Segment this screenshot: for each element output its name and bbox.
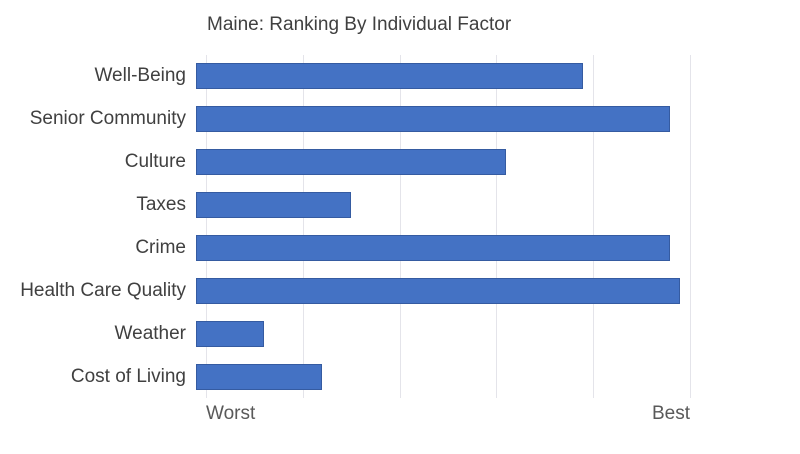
category-label: Crime	[135, 236, 186, 258]
bar-row-weather: Weather	[0, 312, 690, 355]
gridline	[399, 55, 401, 398]
plot-area: Well-Being Senior Community Culture Taxe…	[0, 55, 691, 398]
bar-row-senior-community: Senior Community	[0, 98, 690, 141]
bar-row-crime: Crime	[0, 227, 690, 270]
bar-track	[196, 141, 680, 184]
bar-row-culture: Culture	[0, 141, 690, 184]
bar-rows: Well-Being Senior Community Culture Taxe…	[0, 55, 690, 398]
gridline	[206, 55, 207, 398]
bar-culture	[196, 149, 506, 176]
category-label: Well-Being	[94, 65, 186, 87]
category-label: Senior Community	[29, 108, 186, 130]
x-axis: Worst Best	[206, 403, 690, 425]
bar-track	[196, 312, 680, 355]
gridlines	[206, 55, 691, 398]
bar-cost-of-living	[196, 363, 322, 390]
bar-track	[196, 269, 680, 312]
bar-track	[196, 227, 680, 270]
category-label: Culture	[124, 151, 186, 173]
gridline	[496, 55, 498, 398]
bar-taxes	[196, 192, 351, 219]
bar-track	[196, 184, 680, 227]
gridline	[302, 55, 304, 398]
category-label: Health Care Quality	[20, 279, 186, 301]
bar-row-taxes: Taxes	[0, 184, 690, 227]
gridline	[690, 55, 691, 398]
bar-row-cost-of-living: Cost of Living	[0, 355, 690, 398]
x-axis-label-worst: Worst	[206, 403, 256, 424]
category-label: Taxes	[136, 194, 186, 216]
bar-row-health-care-quality: Health Care Quality	[0, 269, 690, 312]
bar-health-care-quality	[196, 277, 680, 304]
category-label: Cost of Living	[70, 365, 186, 387]
gridline	[593, 55, 595, 398]
bar-weather	[196, 320, 264, 347]
bar-row-well-being: Well-Being	[0, 55, 690, 98]
x-axis-label-best: Best	[651, 403, 690, 424]
bar-senior-community	[196, 106, 671, 133]
category-label: Weather	[114, 322, 186, 344]
bar-track	[196, 98, 680, 141]
chart-title: Maine: Ranking By Individual Factor	[207, 14, 512, 35]
bar-well-being	[196, 63, 584, 90]
bar-crime	[196, 234, 671, 261]
bar-track	[196, 355, 680, 398]
bar-track	[196, 55, 680, 98]
